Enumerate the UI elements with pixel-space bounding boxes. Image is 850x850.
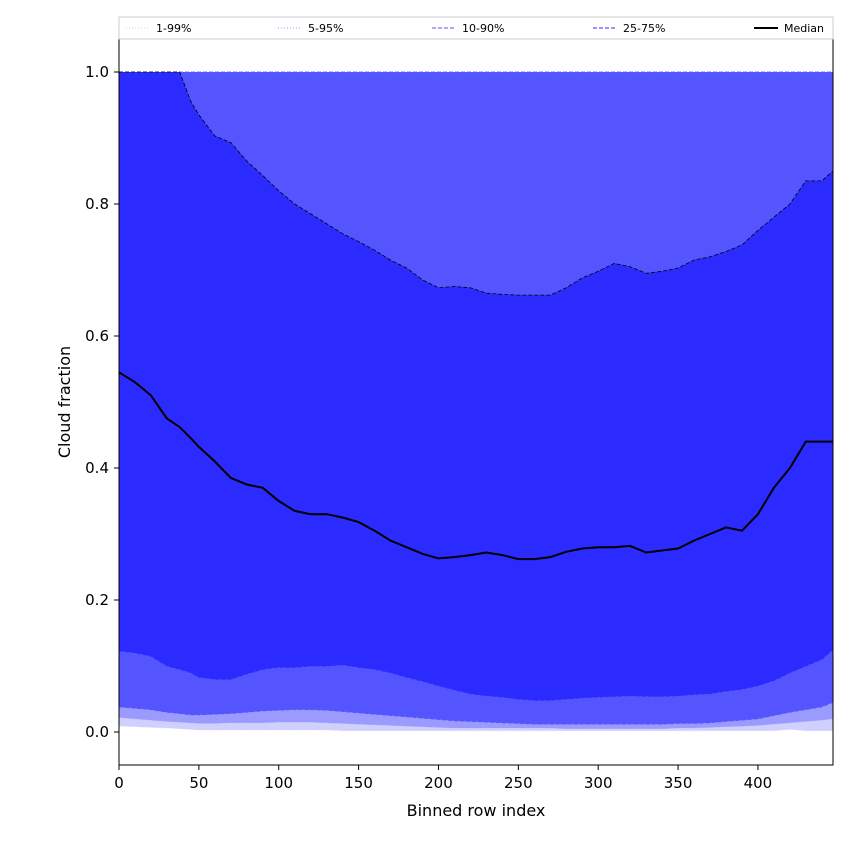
band-lower-line-10-90 xyxy=(118,701,834,725)
y-tick-label: 0.6 xyxy=(85,327,109,345)
legend-label: 25-75% xyxy=(623,22,665,35)
y-tick-label: 0.0 xyxy=(85,723,109,741)
x-tick-label: 300 xyxy=(584,774,613,792)
y-tick-label: 1.0 xyxy=(85,63,109,81)
legend: 1-99% 5-95% 10-90% 25-75% Median xyxy=(118,16,834,40)
band-area-25-75 xyxy=(119,72,833,701)
legend-label: 1-99% xyxy=(156,22,191,35)
legend-label: 5-95% xyxy=(308,22,343,35)
x-axis: 0 50 100 150 200 250 300 350 400 xyxy=(114,765,772,792)
legend-item-25-75: 25-75% xyxy=(593,22,665,35)
band-areas xyxy=(119,72,833,731)
median-line xyxy=(118,371,833,561)
x-tick-label: 50 xyxy=(189,774,208,792)
x-axis-label: Binned row index xyxy=(407,801,546,820)
x-tick-label: 0 xyxy=(114,774,124,792)
x-tick-label: 200 xyxy=(424,774,453,792)
legend-label: Median xyxy=(784,22,824,35)
y-tick-label: 0.8 xyxy=(85,195,109,213)
legend-box xyxy=(118,16,834,40)
x-tick-label: 150 xyxy=(344,774,373,792)
band-lines xyxy=(118,71,834,732)
legend-item-10-90: 10-90% xyxy=(432,22,504,35)
x-tick-label: 250 xyxy=(504,774,533,792)
median-series xyxy=(118,371,833,561)
x-tick-label: 350 xyxy=(664,774,693,792)
band-lower-line-25-75 xyxy=(118,649,834,701)
band-lower-line-5-95 xyxy=(118,717,834,730)
legend-item-1-99: 1-99% xyxy=(126,22,191,35)
band-lower-line-1-99 xyxy=(118,725,833,732)
legend-item-median: Median xyxy=(754,22,824,35)
y-axis: 0.0 0.2 0.4 0.6 0.8 1.0 xyxy=(85,63,119,741)
legend-item-5-95: 5-95% xyxy=(278,22,343,35)
band-upper-line-25-75 xyxy=(119,71,834,296)
y-tick-label: 0.4 xyxy=(85,459,109,477)
x-tick-label: 100 xyxy=(264,774,293,792)
x-tick-label: 400 xyxy=(744,774,773,792)
y-tick-label: 0.2 xyxy=(85,591,109,609)
y-axis-label: Cloud fraction xyxy=(55,346,74,458)
legend-label: 10-90% xyxy=(462,22,504,35)
